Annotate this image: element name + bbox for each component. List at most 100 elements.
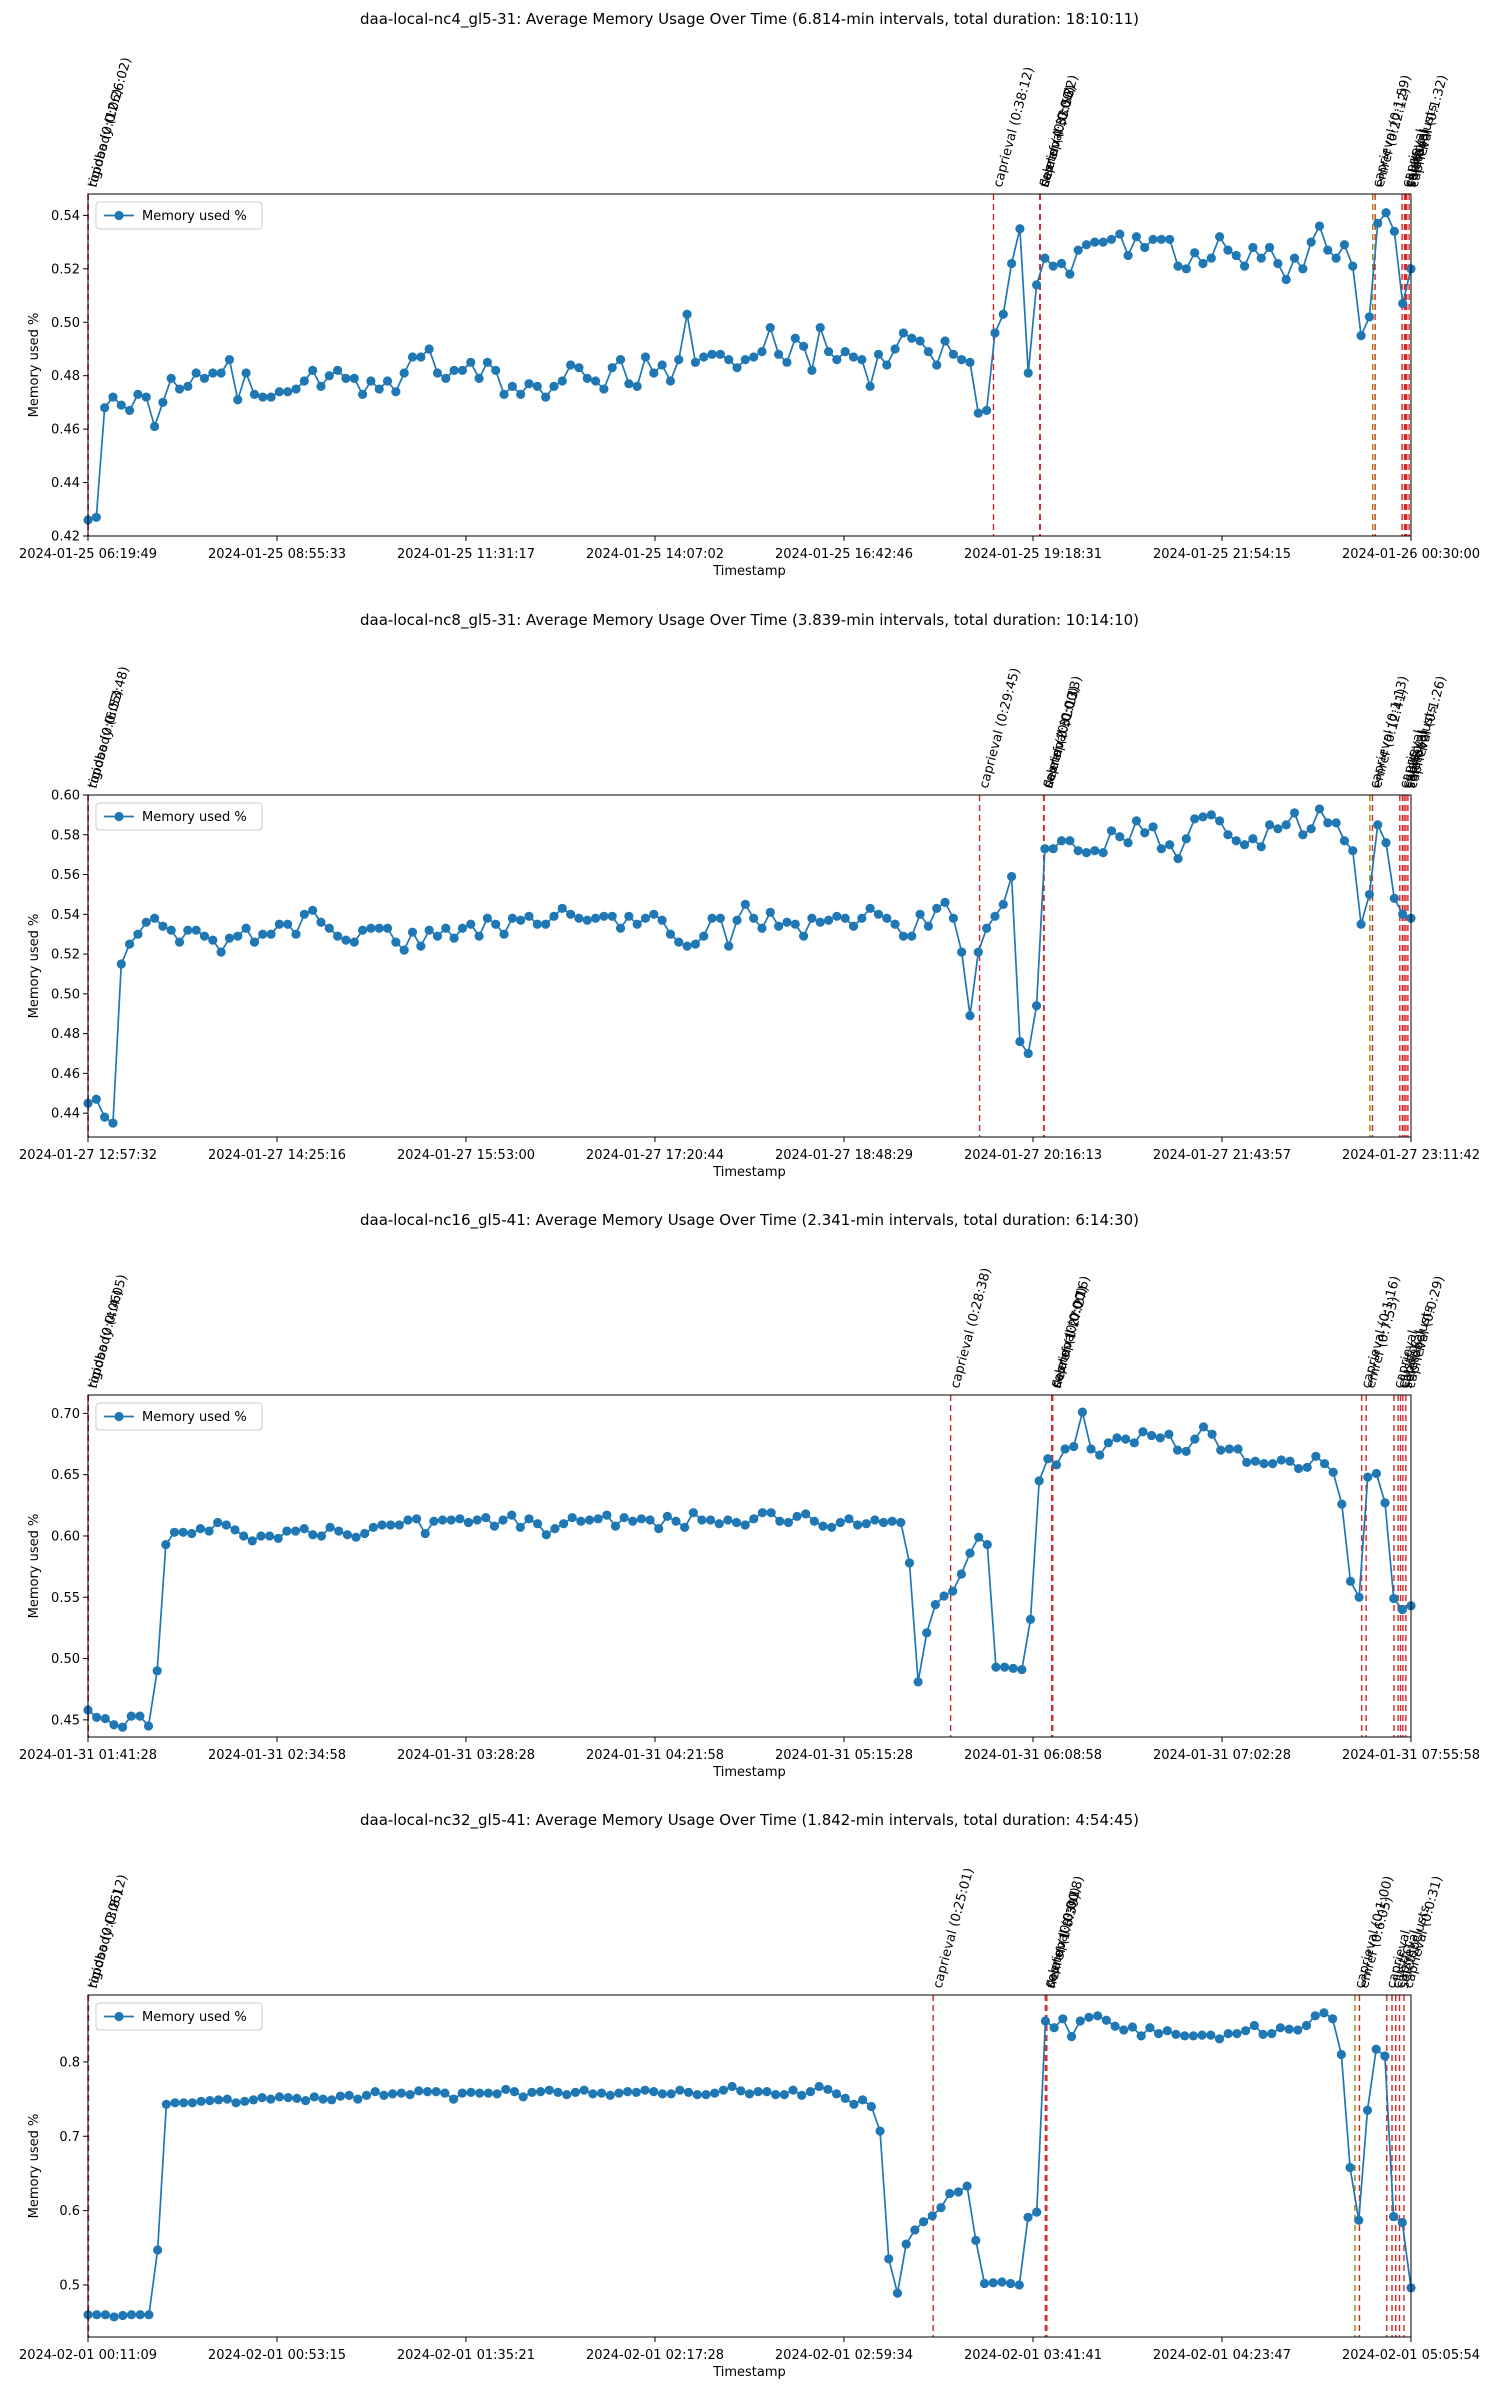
data-point [1073,245,1083,255]
data-point [342,1530,353,1540]
data-point [1073,846,1083,856]
data-point [133,929,143,939]
data-point [918,2217,929,2227]
data-point [1249,2020,1259,2031]
data-point [1197,2030,1207,2040]
data-point [274,919,284,929]
data-point [1123,838,1133,848]
data-point [318,2094,328,2104]
data-point [1373,820,1383,830]
data-point [1162,2026,1172,2036]
data-point [757,1508,768,1518]
data-point [665,929,676,939]
data-point [230,1525,240,1535]
data-point [1008,1663,1018,1673]
data-point [1090,846,1100,856]
data-point [407,352,418,362]
data-point [965,1011,975,1021]
data-point [1223,245,1233,255]
x-tick-label: 2024-02-01 02:59:34 [775,2348,913,2363]
data-point [840,347,850,357]
data-point [536,2087,546,2097]
x-tick-label: 2024-01-31 02:34:58 [208,1748,346,1763]
data-point [927,2211,937,2221]
data-point [91,512,101,522]
data-point [896,1517,906,1528]
data-point [233,931,243,941]
data-point [948,913,958,923]
data-point [1173,854,1183,864]
data-point [166,373,176,383]
data-point [208,368,218,378]
data-point [1148,822,1158,832]
data-point [765,322,775,333]
data-point [823,915,834,925]
data-point [1056,836,1067,846]
data-point [1145,2023,1155,2033]
data-point [240,2096,250,2106]
data-point [274,387,284,397]
data-point [1319,2008,1329,2018]
data-point [654,1524,664,1534]
data-point [341,935,351,945]
data-point [892,2288,903,2298]
data-point [1031,1001,1042,1011]
data-point [1293,1463,1304,1474]
data-point [688,1508,698,1518]
data-point [1156,844,1166,854]
data-point [1040,253,1050,263]
data-point [357,389,368,399]
data-point [599,911,609,921]
data-point [553,2087,563,2097]
data-point [1138,1427,1148,1437]
data-point [962,2181,972,2191]
y-tick-label: 0.56 [51,868,80,883]
data-point [657,915,667,925]
data-point [449,365,459,375]
data-point [1103,1438,1113,1448]
data-point [324,923,334,933]
data-point [1106,826,1117,836]
data-point [527,2087,537,2097]
data-point [1289,253,1300,263]
x-tick-label: 2024-01-27 20:16:13 [964,1148,1102,1163]
chart-title: daa-local-nc8_gl5-31: Average Memory Usa… [360,611,1139,630]
y-axis-label: Memory used % [27,2114,42,2219]
data-point [1264,820,1275,830]
data-point [823,347,834,357]
data-point [191,368,201,378]
x-tick-label: 2024-01-25 06:19:49 [19,547,157,562]
data-point [1206,810,1216,820]
data-point [744,2089,755,2099]
x-tick-label: 2024-02-01 01:35:21 [397,2348,535,2363]
data-point [1172,1445,1183,1455]
data-point [1119,2025,1129,2035]
y-tick-label: 0.5 [59,2278,80,2293]
data-point [640,2085,650,2095]
data-point [632,381,642,391]
data-point [866,2101,876,2112]
data-point [831,2089,842,2099]
data-point [640,352,651,362]
data-point [239,1531,249,1541]
data-point [1207,1429,1217,1439]
data-point [840,913,850,923]
data-point [991,1662,1001,1672]
data-point [541,1530,551,1540]
data-point [353,2094,363,2104]
data-point [549,381,559,391]
data-point [844,1514,854,1524]
data-point [335,2091,346,2101]
data-point [195,1524,206,1534]
data-point [723,1515,733,1525]
data-point [827,1522,837,1532]
data-point [1066,2032,1077,2042]
data-point [482,913,492,923]
data-point [710,2088,720,2098]
data-point [1301,2020,1312,2031]
data-point [466,2087,476,2097]
data-point [932,903,942,913]
x-tick-label: 2024-02-01 04:23:47 [1153,2348,1291,2363]
data-point [697,1515,707,1525]
data-point [715,913,725,923]
